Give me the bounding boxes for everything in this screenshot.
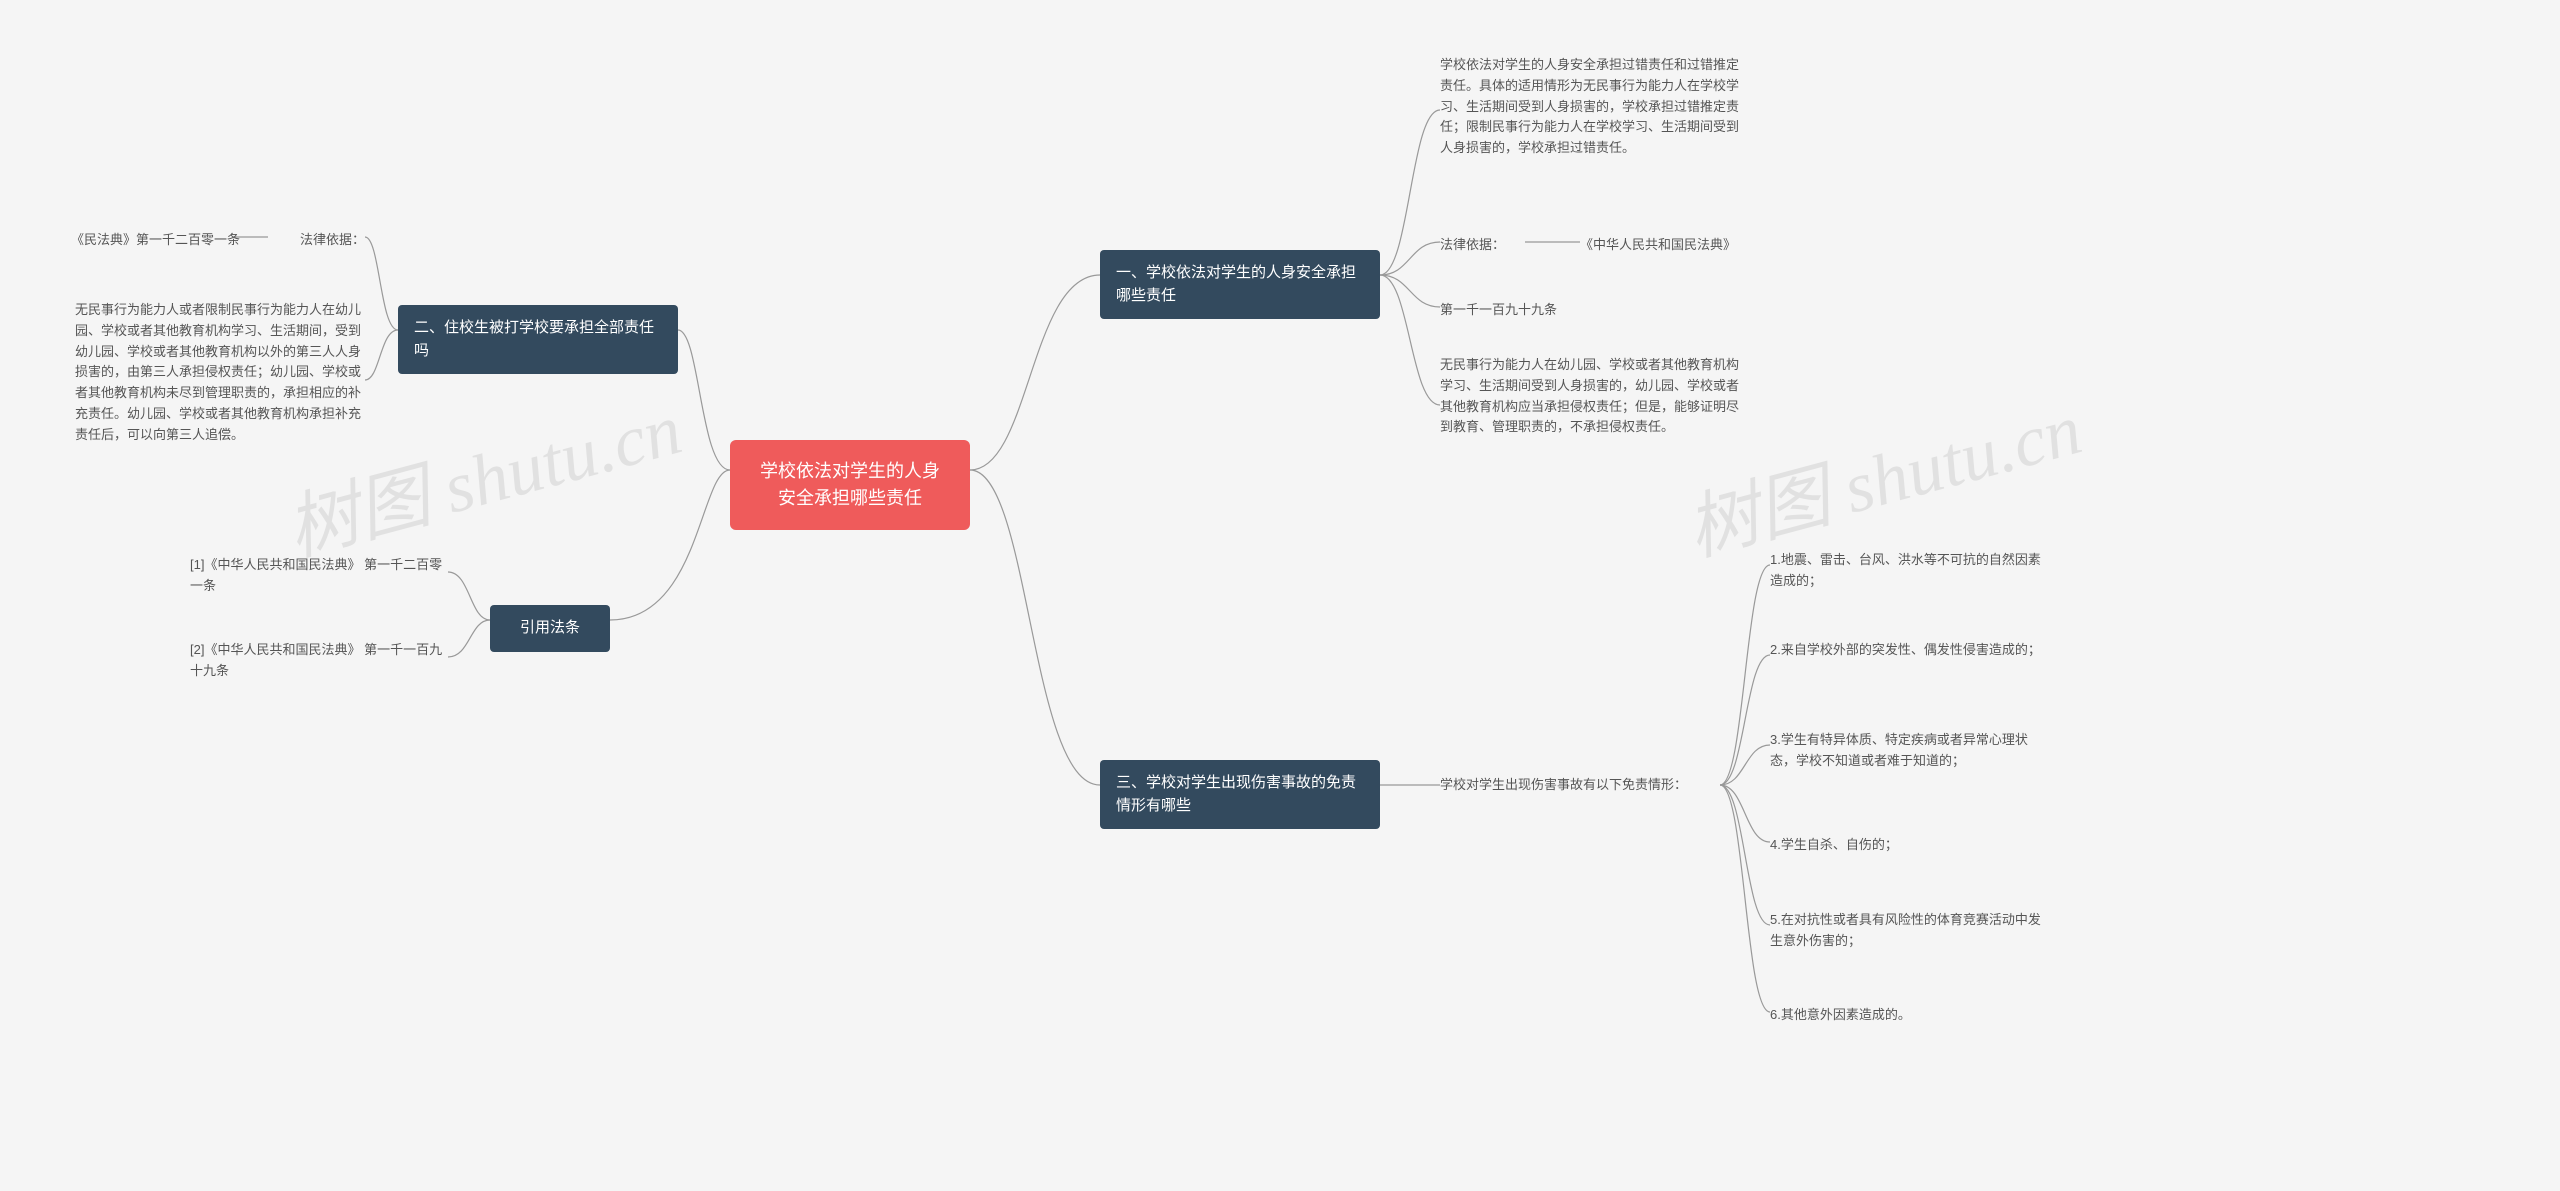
leaf-text: [1]《中华人民共和国民法典》 第一千二百零一条 bbox=[190, 555, 450, 597]
root-node[interactable]: 学校依法对学生的人身安全承担哪些责任 bbox=[730, 440, 970, 530]
leaf-text: 法律依据： bbox=[270, 230, 365, 251]
leaf-text: [2]《中华人民共和国民法典》 第一千一百九十九条 bbox=[190, 640, 450, 682]
branch-three[interactable]: 三、学校对学生出现伤害事故的免责情形有哪些 bbox=[1100, 760, 1380, 829]
branch-one[interactable]: 一、学校依法对学生的人身安全承担哪些责任 bbox=[1100, 250, 1380, 319]
leaf-text: 无民事行为能力人或者限制民事行为能力人在幼儿园、学校或者其他教育机构学习、生活期… bbox=[75, 300, 365, 446]
leaf-text: 法律依据： bbox=[1440, 235, 1530, 256]
leaf-text: 《民法典》第一千二百零一条 bbox=[50, 230, 240, 251]
leaf-text: 学校依法对学生的人身安全承担过错责任和过错推定责任。具体的适用情形为无民事行为能… bbox=[1440, 55, 1740, 159]
leaf-text: 1.地震、雷击、台风、洪水等不可抗的自然因素造成的； bbox=[1770, 550, 2050, 592]
leaf-text: 无民事行为能力人在幼儿园、学校或者其他教育机构学习、生活期间受到人身损害的，幼儿… bbox=[1440, 355, 1740, 438]
leaf-text: 《中华人民共和国民法典》 bbox=[1580, 235, 1780, 256]
leaf-text: 6.其他意外因素造成的。 bbox=[1770, 1005, 2050, 1026]
leaf-text: 5.在对抗性或者具有风险性的体育竞赛活动中发生意外伤害的； bbox=[1770, 910, 2050, 952]
branch-references[interactable]: 引用法条 bbox=[490, 605, 610, 652]
leaf-text: 3.学生有特异体质、特定疾病或者异常心理状态，学校不知道或者难于知道的； bbox=[1770, 730, 2050, 772]
leaf-text: 2.来自学校外部的突发性、偶发性侵害造成的； bbox=[1770, 640, 2050, 661]
leaf-text: 学校对学生出现伤害事故有以下免责情形： bbox=[1440, 775, 1720, 796]
leaf-text: 4.学生自杀、自伤的； bbox=[1770, 835, 2050, 856]
leaf-text: 第一千一百九十九条 bbox=[1440, 300, 1640, 321]
branch-two[interactable]: 二、住校生被打学校要承担全部责任吗 bbox=[398, 305, 678, 374]
